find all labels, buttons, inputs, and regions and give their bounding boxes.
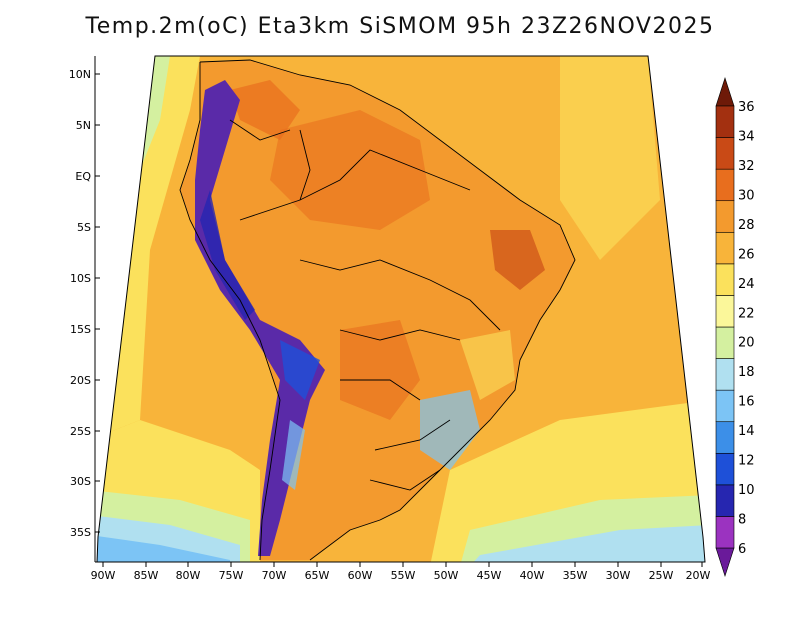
- colorbar: 6 8 10 12 14 16 18 20 22 24 26 28 30 32 34 36: [715, 77, 755, 577]
- colorbar-segment: [715, 452, 735, 486]
- country-borders: [179, 59, 576, 561]
- lon-label: 80W: [176, 569, 201, 582]
- lon-label: 45W: [477, 569, 502, 582]
- lat-label: 25S: [70, 425, 91, 438]
- colorbar-label: 8: [738, 513, 746, 528]
- map-title: Temp.2m(oC) Eta3km SiSMOM 95h 23Z26NOV20…: [85, 14, 715, 39]
- colorbar-segment: [715, 295, 735, 328]
- colorbar-label: 32: [738, 159, 755, 174]
- lon-label: 40W: [520, 569, 545, 582]
- lat-label: 20S: [70, 374, 91, 387]
- colorbar-segment: [715, 389, 735, 423]
- colorbar-segment: [715, 105, 735, 138]
- lat-label: 5N: [76, 119, 91, 132]
- colorbar-label: 30: [738, 188, 755, 203]
- lat-label: 5S: [77, 221, 91, 234]
- colorbar-segment: [715, 137, 735, 170]
- colorbar-segment: [715, 484, 735, 517]
- lat-label: 30S: [70, 475, 91, 488]
- lon-label: 90W: [91, 569, 116, 582]
- colorbar-label: 6: [738, 542, 746, 557]
- colorbar-label: 10: [738, 483, 755, 498]
- lat-label: 15S: [70, 323, 91, 336]
- lon-label: 85W: [134, 569, 159, 582]
- latitude-axis: 10N 5N EQ 5S 10S 15S 20S 25S 30S 35S: [69, 68, 100, 539]
- colorbar-label: 34: [738, 129, 755, 144]
- colorbar-label: 12: [738, 454, 755, 469]
- colorbar-label: 24: [738, 277, 755, 292]
- lon-label: 30W: [606, 569, 631, 582]
- colorbar-segment: [715, 421, 735, 454]
- lon-label: 60W: [348, 569, 373, 582]
- lon-label: 20W: [686, 569, 711, 582]
- colorbar-label: 36: [738, 100, 755, 115]
- colorbar-min-triangle: [715, 547, 735, 577]
- colorbar-label: 28: [738, 218, 755, 233]
- lat-label: 10S: [70, 272, 91, 285]
- colorbar-segment: [715, 231, 735, 265]
- colorbar-segment: [715, 263, 735, 296]
- colorbar-segment: [715, 516, 735, 549]
- lat-label: 10N: [69, 68, 91, 81]
- colorbar-max-triangle: [715, 77, 735, 107]
- lon-label: 25W: [649, 569, 674, 582]
- colorbar-segment: [715, 200, 735, 233]
- colorbar-label: 14: [738, 424, 755, 439]
- lon-label: 65W: [305, 569, 330, 582]
- lat-label: EQ: [75, 170, 91, 183]
- lon-label: 50W: [434, 569, 459, 582]
- lon-label: 55W: [391, 569, 416, 582]
- lon-label: 70W: [262, 569, 287, 582]
- lat-label: 35S: [70, 526, 91, 539]
- colorbar-label: 16: [738, 395, 755, 410]
- longitude-axis: 90W 85W 80W 75W 70W 65W 60W 55W 50W 45W …: [91, 562, 711, 582]
- colorbar-label: 26: [738, 247, 755, 262]
- lon-label: 75W: [219, 569, 244, 582]
- colorbar-label: 22: [738, 306, 755, 321]
- colorbar-label: 20: [738, 336, 755, 351]
- colorbar-segment: [715, 326, 735, 359]
- temperature-field: [97, 56, 705, 562]
- colorbar-segment: [715, 168, 735, 202]
- lon-label: 35W: [563, 569, 588, 582]
- colorbar-label: 18: [738, 365, 755, 380]
- colorbar-segment: [715, 358, 735, 391]
